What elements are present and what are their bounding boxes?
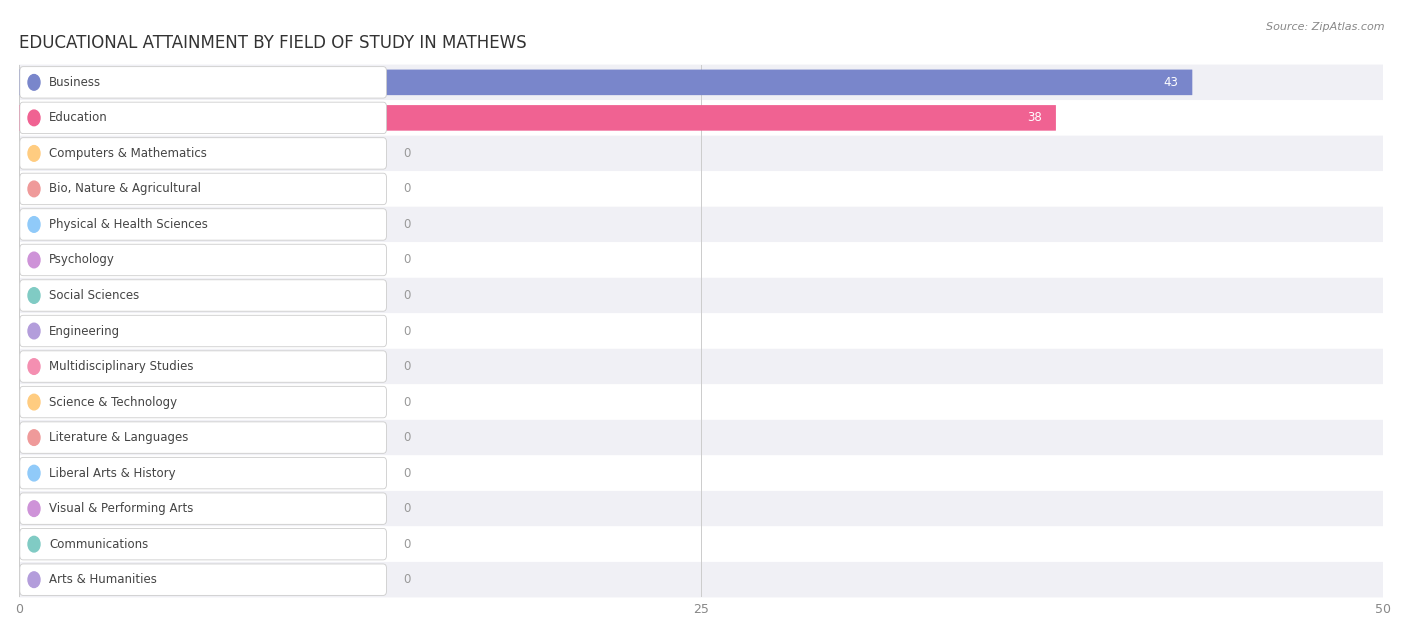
Text: Communications: Communications [49,538,148,551]
FancyBboxPatch shape [20,102,387,134]
Text: EDUCATIONAL ATTAINMENT BY FIELD OF STUDY IN MATHEWS: EDUCATIONAL ATTAINMENT BY FIELD OF STUDY… [20,34,527,52]
Text: 0: 0 [404,324,411,338]
Text: 0: 0 [404,289,411,302]
Text: Arts & Humanities: Arts & Humanities [49,573,157,586]
Text: 0: 0 [404,431,411,444]
FancyBboxPatch shape [20,313,1384,349]
Text: Visual & Performing Arts: Visual & Performing Arts [49,502,194,515]
Text: Psychology: Psychology [49,254,115,266]
FancyBboxPatch shape [20,209,387,240]
FancyBboxPatch shape [20,349,1384,384]
FancyBboxPatch shape [20,456,1384,491]
Circle shape [28,465,39,481]
Text: Multidisciplinary Studies: Multidisciplinary Studies [49,360,194,373]
FancyBboxPatch shape [18,105,1056,131]
Circle shape [28,181,39,197]
Circle shape [28,501,39,516]
FancyBboxPatch shape [20,386,387,418]
Text: 43: 43 [1164,76,1178,89]
Text: 0: 0 [404,254,411,266]
Text: Education: Education [49,112,108,124]
FancyBboxPatch shape [20,278,1384,313]
FancyBboxPatch shape [20,316,387,347]
Text: Literature & Languages: Literature & Languages [49,431,188,444]
Text: Business: Business [49,76,101,89]
Text: Engineering: Engineering [49,324,120,338]
FancyBboxPatch shape [20,67,387,98]
FancyBboxPatch shape [20,173,387,204]
Circle shape [28,216,39,232]
FancyBboxPatch shape [20,64,1384,100]
Text: 0: 0 [404,396,411,408]
FancyBboxPatch shape [20,100,1384,136]
FancyBboxPatch shape [20,138,387,169]
FancyBboxPatch shape [20,420,1384,456]
FancyBboxPatch shape [20,244,387,276]
Text: 38: 38 [1028,112,1042,124]
Circle shape [28,359,39,374]
FancyBboxPatch shape [20,493,387,524]
FancyBboxPatch shape [20,526,1384,562]
Text: 0: 0 [404,502,411,515]
Circle shape [28,146,39,161]
Text: Liberal Arts & History: Liberal Arts & History [49,466,176,480]
FancyBboxPatch shape [20,491,1384,526]
Text: Source: ZipAtlas.com: Source: ZipAtlas.com [1267,22,1385,32]
Text: 0: 0 [404,147,411,160]
Circle shape [28,394,39,410]
FancyBboxPatch shape [20,351,387,382]
FancyBboxPatch shape [20,136,1384,171]
Text: 0: 0 [404,218,411,231]
FancyBboxPatch shape [20,171,1384,207]
FancyBboxPatch shape [20,207,1384,242]
FancyBboxPatch shape [20,562,1384,598]
Text: 0: 0 [404,360,411,373]
FancyBboxPatch shape [20,457,387,489]
FancyBboxPatch shape [20,528,387,560]
Text: 0: 0 [404,573,411,586]
Text: Physical & Health Sciences: Physical & Health Sciences [49,218,208,231]
Circle shape [28,430,39,445]
Text: 0: 0 [404,182,411,196]
Circle shape [28,288,39,304]
Circle shape [28,572,39,587]
FancyBboxPatch shape [18,69,1192,95]
FancyBboxPatch shape [20,280,387,311]
Text: Computers & Mathematics: Computers & Mathematics [49,147,207,160]
Circle shape [28,252,39,268]
Text: 0: 0 [404,466,411,480]
FancyBboxPatch shape [20,422,387,453]
Circle shape [28,110,39,126]
FancyBboxPatch shape [20,384,1384,420]
FancyBboxPatch shape [20,564,387,596]
Text: Science & Technology: Science & Technology [49,396,177,408]
Circle shape [28,323,39,339]
Text: Bio, Nature & Agricultural: Bio, Nature & Agricultural [49,182,201,196]
Text: 0: 0 [404,538,411,551]
Circle shape [28,536,39,552]
FancyBboxPatch shape [20,242,1384,278]
Text: Social Sciences: Social Sciences [49,289,139,302]
Circle shape [28,74,39,90]
